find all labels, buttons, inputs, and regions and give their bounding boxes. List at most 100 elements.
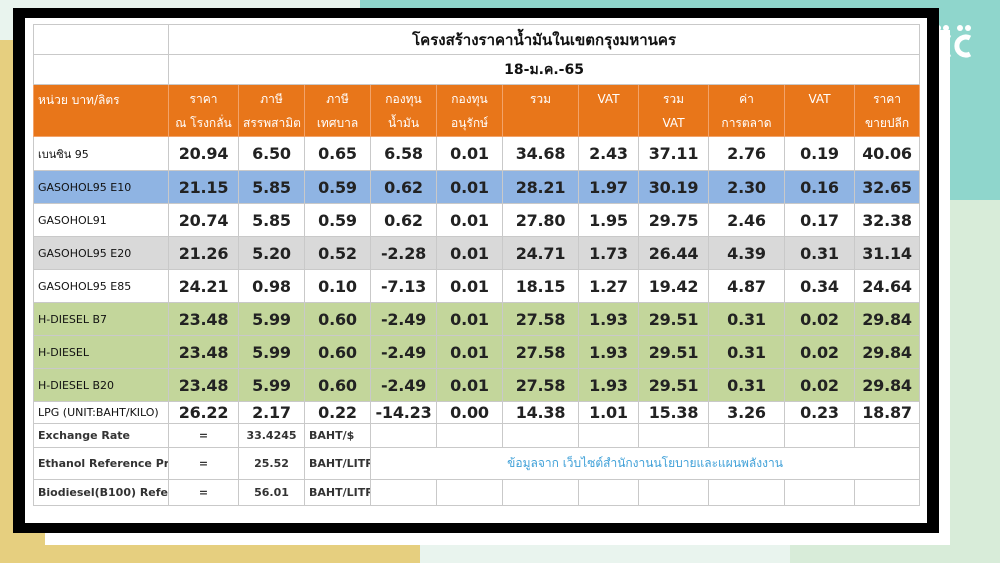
price-cell: 0.23 xyxy=(784,401,855,424)
fuel-name: GASOHOL95 E85 xyxy=(33,269,169,303)
column-header-line1: VAT xyxy=(597,91,620,106)
unit-label: หน่วย บาท/ลิตร xyxy=(33,84,169,137)
reference-value: 56.01 xyxy=(238,479,305,506)
fuel-name: GASOHOL91 xyxy=(33,203,169,237)
price-cell: 24.64 xyxy=(853,269,921,303)
table-title: โครงสร้างราคาน้ำมันในเขตกรุงมหานคร xyxy=(167,24,921,55)
price-cell: 0.98 xyxy=(238,269,305,303)
column-header-line2: การตลาด xyxy=(721,115,772,130)
price-cell: 4.39 xyxy=(708,236,785,270)
price-cell: 2.76 xyxy=(708,136,785,171)
price-cell: 0.10 xyxy=(304,269,371,303)
price-cell: 0.59 xyxy=(304,170,371,204)
column-header-8: รวม VAT xyxy=(638,84,709,137)
fuel-name: H-DIESEL B20 xyxy=(33,368,169,402)
price-cell: 29.84 xyxy=(853,302,921,336)
price-cell: 6.50 xyxy=(238,136,305,171)
price-cell: 0.60 xyxy=(304,335,371,369)
price-cell: 21.15 xyxy=(168,170,239,204)
price-cell: 20.74 xyxy=(168,203,239,237)
price-cell: 29.84 xyxy=(853,368,921,402)
price-cell: 5.99 xyxy=(238,335,305,369)
table-row: H-DIESEL B20 23.48 5.99 0.60 -2.49 0.01 27.58 1… xyxy=(33,368,921,402)
price-cell: 28.21 xyxy=(502,170,579,204)
price-cell: 1.95 xyxy=(578,203,639,237)
reference-label: Biodiesel(B100) Referenc xyxy=(33,479,169,506)
price-cell: 24.21 xyxy=(168,269,239,303)
price-cell: 2.43 xyxy=(578,136,639,171)
column-header-line2: ขายปลีก xyxy=(864,115,910,130)
price-cell: 27.58 xyxy=(502,368,579,402)
column-header-line2: อนุรักษ์ xyxy=(450,115,489,130)
price-cell: 18.15 xyxy=(502,269,579,303)
column-header-5: กองทุนอนุรักษ์ xyxy=(436,84,503,137)
price-cell: 0.31 xyxy=(784,236,855,270)
slide-content: โครงสร้างราคาน้ำมันในเขตกรุงมหานคร 18-ม.… xyxy=(25,18,927,523)
column-header-line2: เทศบาล xyxy=(316,115,359,130)
column-header-4: กองทุนน้ำมัน xyxy=(370,84,437,137)
column-header-line1: ราคา xyxy=(189,91,218,106)
column-header-line2: น้ำมัน xyxy=(387,115,420,130)
price-cell: 0.02 xyxy=(784,302,855,336)
reference-equals: = xyxy=(168,447,239,480)
price-cell: 1.93 xyxy=(578,368,639,402)
price-cell: 14.38 xyxy=(502,401,579,424)
price-cell: 18.87 xyxy=(853,401,921,424)
price-cell: 19.42 xyxy=(638,269,709,303)
price-cell: 29.51 xyxy=(638,368,709,402)
price-cell: 37.11 xyxy=(638,136,709,171)
price-cell: 0.01 xyxy=(436,170,503,204)
price-cell: 0.01 xyxy=(436,335,503,369)
title-row: โครงสร้างราคาน้ำมันในเขตกรุงมหานคร xyxy=(33,24,921,55)
price-cell: 0.62 xyxy=(370,203,437,237)
price-cell: 15.38 xyxy=(638,401,709,424)
table-row: H-DIESEL B7 23.48 5.99 0.60 -2.49 0.01 27.58 1.… xyxy=(33,302,921,336)
price-cell: 1.97 xyxy=(578,170,639,204)
reference-row: Exchange Rate = 33.4245 BAHT/$ xyxy=(33,423,921,448)
price-cell: 1.73 xyxy=(578,236,639,270)
fuel-name: H-DIESEL B7 xyxy=(33,302,169,336)
price-cell: 0.01 xyxy=(436,269,503,303)
price-cell: -2.49 xyxy=(370,368,437,402)
price-cell: 0.01 xyxy=(436,368,503,402)
price-cell: 23.48 xyxy=(168,368,239,402)
price-cell: 34.68 xyxy=(502,136,579,171)
reference-unit: BAHT/LITRE xyxy=(304,447,371,480)
price-cell: 0.52 xyxy=(304,236,371,270)
column-header-1: ราคาณ โรงกลั่น xyxy=(168,84,239,137)
price-cell: 26.22 xyxy=(168,401,239,424)
price-cell: 0.31 xyxy=(708,368,785,402)
fuel-name: H-DIESEL xyxy=(33,335,169,369)
column-header-line2 xyxy=(789,111,850,135)
price-cell: 21.26 xyxy=(168,236,239,270)
column-header-6: รวม xyxy=(502,84,579,137)
column-header-10: VAT xyxy=(784,84,855,137)
price-cell: 27.58 xyxy=(502,335,579,369)
price-cell: 5.99 xyxy=(238,368,305,402)
reference-label: Ethanol Reference Price xyxy=(33,447,169,480)
column-header-line1: กองทุน xyxy=(385,91,422,106)
reference-equals: = xyxy=(168,423,239,448)
column-header-line1: VAT xyxy=(808,91,831,106)
reference-value: 33.4245 xyxy=(238,423,305,448)
price-cell: 0.17 xyxy=(784,203,855,237)
price-cell: 0.01 xyxy=(436,302,503,336)
column-header-line1: ราคา xyxy=(873,91,902,106)
reference-value: 25.52 xyxy=(238,447,305,480)
price-cell: 3.26 xyxy=(708,401,785,424)
price-cell: 0.01 xyxy=(436,136,503,171)
price-cell: 29.51 xyxy=(638,302,709,336)
price-cell: -2.49 xyxy=(370,302,437,336)
column-header-line1: กองทุน xyxy=(451,91,488,106)
price-cell: 0.01 xyxy=(436,236,503,270)
price-cell: 0.62 xyxy=(370,170,437,204)
price-cell: -7.13 xyxy=(370,269,437,303)
fuel-name: GASOHOL95 E10 xyxy=(33,170,169,204)
column-header-7: VAT xyxy=(578,84,639,137)
slide-frame: โครงสร้างราคาน้ำมันในเขตกรุงมหานคร 18-ม.… xyxy=(13,8,939,533)
price-cell: 0.16 xyxy=(784,170,855,204)
price-cell: 1.27 xyxy=(578,269,639,303)
price-cell: 24.71 xyxy=(502,236,579,270)
price-cell: 4.87 xyxy=(708,269,785,303)
